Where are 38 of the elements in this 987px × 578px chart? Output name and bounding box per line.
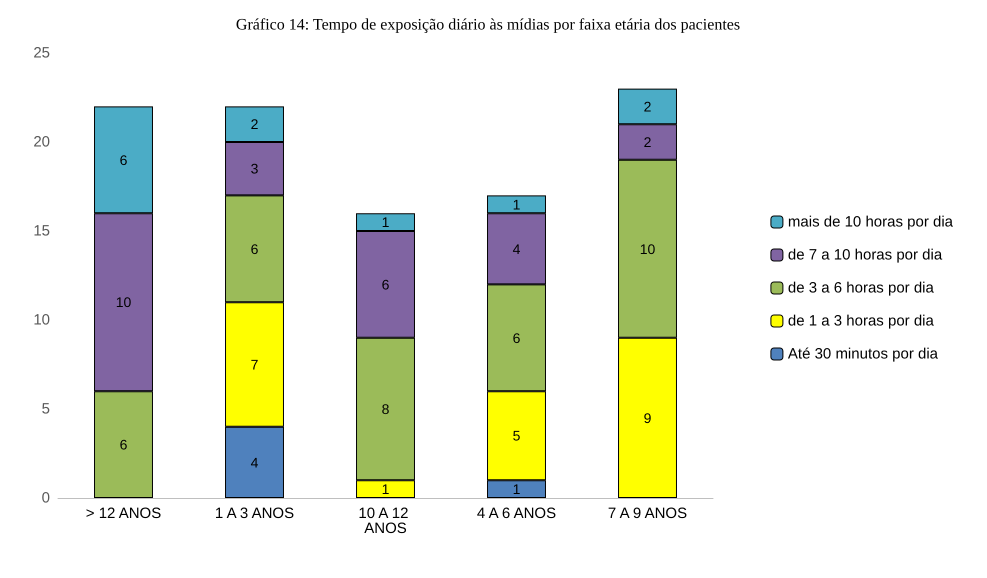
data-label: 2	[250, 116, 259, 132]
data-label: 8	[382, 401, 390, 417]
data-label: 7	[250, 356, 259, 372]
data-label: 1	[382, 481, 390, 498]
data-label: 6	[120, 436, 128, 453]
data-label: 6	[250, 240, 259, 257]
data-label: 4	[250, 454, 259, 470]
data-label: 1	[512, 481, 521, 498]
data-label: 4	[512, 240, 521, 257]
y-tick-label: 20	[33, 134, 50, 150]
data-label: 3	[250, 160, 259, 177]
y-tick-label: 15	[33, 222, 50, 240]
data-label: 1	[382, 214, 390, 230]
x-tick-label: 7 A 9 ANOS	[608, 505, 688, 522]
data-label: 6	[512, 330, 521, 346]
legend-label: mais de 10 horas por dia	[788, 214, 954, 230]
data-label: 10	[116, 294, 132, 310]
x-tick-label: 1 A 3 ANOS	[214, 505, 294, 522]
legend-label: de 1 a 3 horas por dia	[788, 312, 934, 330]
data-label: 2	[644, 98, 652, 114]
data-label: 5	[512, 428, 521, 444]
y-tick-label: 25	[33, 44, 50, 62]
x-tick-label: 4 A 6 ANOS	[476, 505, 556, 522]
data-label: 9	[644, 410, 652, 426]
legend-label: de 3 a 6 horas por dia	[788, 280, 934, 296]
y-tick-label: 0	[42, 490, 50, 506]
x-tick-label: > 12 ANOS	[86, 505, 162, 522]
data-label: 1	[512, 196, 521, 212]
data-label: 6	[382, 276, 390, 292]
chart-title: Gráfico 14: Tempo de exposição diário às mídias por faixa etária dos pacientes	[236, 16, 740, 34]
data-label: 6	[120, 152, 128, 168]
data-label: 10	[640, 240, 656, 257]
x-tick-label: 10 A 12 ANOS	[358, 505, 413, 537]
legend-label: Até 30 minutos por dia	[788, 346, 939, 362]
y-tick-label: 10	[33, 312, 50, 328]
y-tick-label: 5	[42, 400, 50, 418]
data-label: 2	[644, 134, 652, 150]
legend-label: de 7 a 10 horas por dia	[788, 246, 943, 264]
